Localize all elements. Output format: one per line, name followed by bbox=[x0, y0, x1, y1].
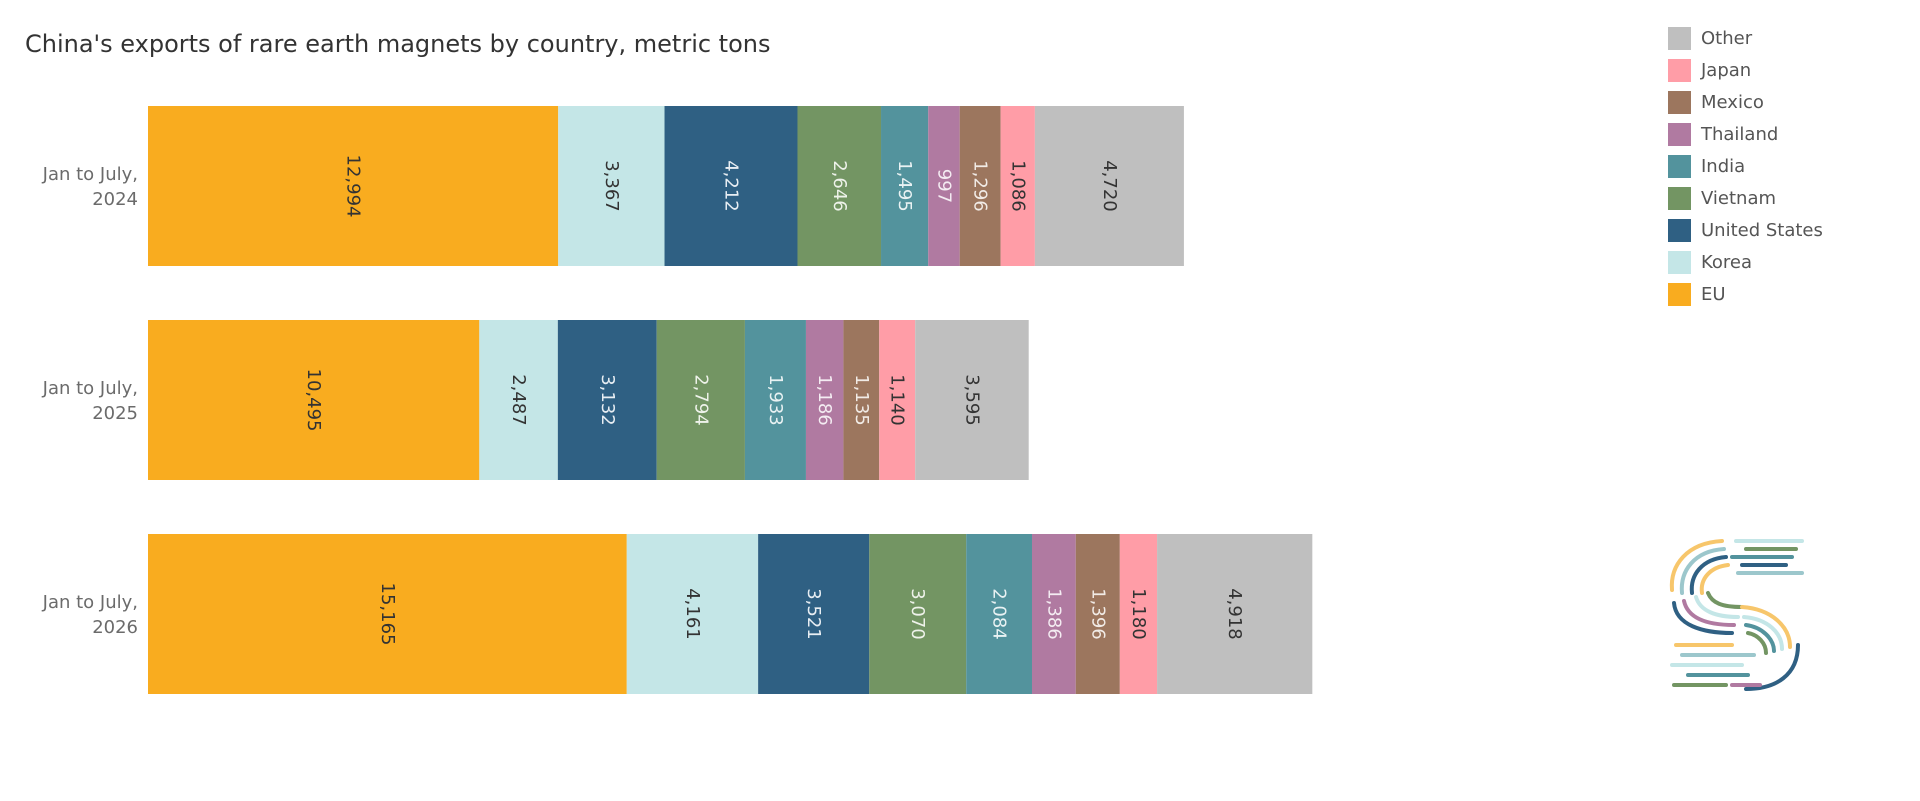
legend-label: India bbox=[1701, 155, 1746, 177]
legend-item[interactable]: Japan bbox=[1668, 54, 1823, 86]
legend-swatch bbox=[1668, 154, 1691, 178]
legend-label: Korea bbox=[1701, 251, 1753, 273]
data-label: 4,720 bbox=[1099, 160, 1120, 212]
legend-label: Other bbox=[1701, 27, 1753, 49]
legend-swatch bbox=[1668, 186, 1691, 210]
legend-item[interactable]: Korea bbox=[1668, 246, 1823, 278]
legend-item[interactable]: Thailand bbox=[1668, 118, 1823, 150]
data-label: 4,212 bbox=[721, 160, 742, 212]
bar-segment[interactable] bbox=[758, 534, 870, 694]
data-label: 12,994 bbox=[343, 155, 364, 218]
bar-segment[interactable] bbox=[1157, 534, 1313, 694]
bar-segment[interactable] bbox=[805, 320, 844, 480]
data-label: 2,084 bbox=[989, 588, 1010, 640]
data-label: 1,933 bbox=[765, 374, 786, 426]
legend-label: EU bbox=[1701, 283, 1726, 305]
data-label: 1,140 bbox=[887, 374, 908, 426]
bar-segment[interactable] bbox=[869, 534, 967, 694]
data-label: 1,186 bbox=[814, 374, 835, 426]
legend-label: Thailand bbox=[1701, 123, 1779, 145]
legend-label: Vietnam bbox=[1701, 187, 1777, 209]
data-label: 997 bbox=[933, 169, 954, 203]
data-label: 1,135 bbox=[851, 374, 872, 426]
data-label: 2,794 bbox=[690, 374, 711, 426]
legend-item[interactable]: Mexico bbox=[1668, 86, 1823, 118]
category-label: Jan to July, 2026 bbox=[42, 592, 138, 638]
bar-segment[interactable] bbox=[1034, 106, 1184, 266]
chart-title: China's exports of rare earth magnets by… bbox=[25, 30, 771, 58]
data-label: 1,180 bbox=[1128, 588, 1149, 640]
legend-label: United States bbox=[1701, 219, 1823, 241]
bar-segment[interactable] bbox=[626, 534, 759, 694]
data-label: 2,646 bbox=[829, 160, 850, 212]
bar-segment[interactable] bbox=[744, 320, 806, 480]
legend-label: Japan bbox=[1701, 59, 1752, 81]
legend-label: Mexico bbox=[1701, 91, 1764, 113]
legend-swatch bbox=[1668, 122, 1691, 146]
bar-segment[interactable] bbox=[1075, 534, 1120, 694]
bar-segment[interactable] bbox=[881, 106, 929, 266]
bar-segment[interactable] bbox=[915, 320, 1029, 480]
bar-segment[interactable] bbox=[558, 106, 665, 266]
bar-segment[interactable] bbox=[959, 106, 1001, 266]
bar-segment[interactable] bbox=[664, 106, 798, 266]
data-label: 1,296 bbox=[970, 160, 991, 212]
bar-segment[interactable] bbox=[797, 106, 882, 266]
data-label: 3,367 bbox=[601, 160, 622, 212]
data-label: 1,386 bbox=[1043, 588, 1064, 640]
data-label: 10,495 bbox=[303, 369, 324, 432]
data-label: 1,086 bbox=[1007, 160, 1028, 212]
legend-swatch bbox=[1668, 218, 1691, 242]
legend-swatch bbox=[1668, 58, 1691, 82]
data-label: 4,161 bbox=[682, 588, 703, 640]
legend-swatch bbox=[1668, 282, 1691, 306]
bar-segment[interactable] bbox=[1000, 106, 1035, 266]
bar-segment[interactable] bbox=[148, 534, 627, 694]
legend-swatch bbox=[1668, 90, 1691, 114]
data-label: 4,918 bbox=[1224, 588, 1245, 640]
legend-item[interactable]: Other bbox=[1668, 22, 1823, 54]
bar-segment[interactable] bbox=[148, 320, 480, 480]
legend: Other Japan Mexico Thailand India Vietnam Unit… bbox=[1668, 22, 1823, 310]
brand-logo-icon bbox=[1669, 539, 1804, 691]
data-label: 3,521 bbox=[803, 588, 824, 640]
bar-segment[interactable] bbox=[656, 320, 745, 480]
legend-item[interactable]: EU bbox=[1668, 278, 1823, 310]
bar-segment[interactable] bbox=[1031, 534, 1076, 694]
data-label: 2,487 bbox=[508, 374, 529, 426]
category-label: Jan to July, 2024 bbox=[42, 164, 138, 210]
legend-item[interactable]: India bbox=[1668, 150, 1823, 182]
bar-segment[interactable] bbox=[1119, 534, 1158, 694]
data-label: 3,595 bbox=[961, 374, 982, 426]
legend-item[interactable]: United States bbox=[1668, 214, 1823, 246]
data-label: 3,070 bbox=[907, 588, 928, 640]
bar-segment[interactable] bbox=[928, 106, 960, 266]
bar-segment[interactable] bbox=[479, 320, 558, 480]
bar-segment[interactable] bbox=[843, 320, 880, 480]
bar-segment[interactable] bbox=[966, 534, 1032, 694]
category-label: Jan to July, 2025 bbox=[42, 378, 138, 424]
legend-swatch bbox=[1668, 26, 1691, 50]
bar-segment[interactable] bbox=[148, 106, 559, 266]
legend-item[interactable]: Vietnam bbox=[1668, 182, 1823, 214]
bar-segment[interactable] bbox=[557, 320, 657, 480]
bar-segment[interactable] bbox=[879, 320, 916, 480]
data-label: 3,132 bbox=[597, 374, 618, 426]
data-label: 1,495 bbox=[894, 160, 915, 212]
data-label: 15,165 bbox=[377, 583, 398, 646]
data-label: 1,396 bbox=[1087, 588, 1108, 640]
legend-swatch bbox=[1668, 250, 1691, 274]
